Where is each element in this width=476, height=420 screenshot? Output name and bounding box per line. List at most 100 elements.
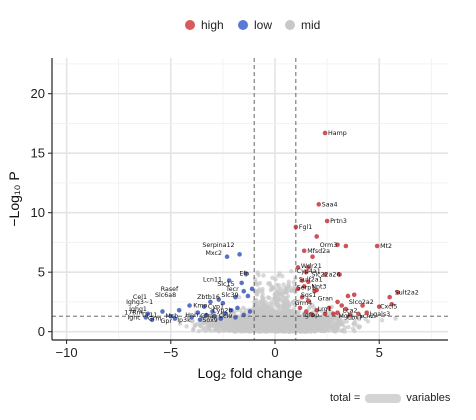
high-point	[324, 218, 330, 224]
mid-point	[256, 301, 262, 306]
mid-point	[261, 326, 266, 332]
mid-point	[276, 283, 281, 288]
mid-point	[261, 309, 266, 314]
legend-swatch-mid	[285, 20, 295, 30]
high-point	[322, 311, 328, 317]
low-point	[201, 304, 207, 309]
mid-point	[220, 320, 226, 325]
high-point	[295, 286, 301, 292]
high-point	[335, 242, 340, 248]
y-tick-label: 10	[31, 205, 45, 220]
high-point	[303, 309, 309, 314]
gene-label: Cel1	[133, 294, 147, 301]
gene-label: Slc6a8	[155, 292, 176, 299]
mid-point	[272, 291, 278, 296]
high-point	[297, 305, 303, 311]
mid-point	[254, 326, 259, 331]
mid-point	[351, 321, 357, 326]
gene-label: Slc22a26	[311, 272, 340, 279]
mid-point	[276, 317, 281, 323]
gene-label: Mcb	[165, 313, 178, 320]
gene-label: Lca2	[343, 307, 358, 314]
mid-point	[215, 328, 221, 333]
high-point	[339, 303, 345, 308]
mid-point	[228, 315, 233, 321]
mid-point	[281, 282, 286, 287]
high-point	[314, 307, 319, 313]
y-tick-label: 20	[31, 86, 45, 101]
high-point	[322, 272, 328, 277]
mid-point	[203, 328, 208, 334]
high-point	[299, 294, 305, 300]
gene-label: Mxc2	[205, 250, 222, 257]
mid-point	[254, 297, 259, 303]
gene-label: Rasef	[161, 286, 179, 293]
mid-point	[252, 322, 258, 327]
high-point	[345, 293, 351, 299]
mid-point	[277, 322, 282, 328]
mid-point	[328, 314, 333, 320]
mid-point	[280, 273, 285, 279]
mid-point	[184, 324, 189, 329]
mid-point	[319, 326, 325, 331]
grid-lines	[52, 58, 448, 340]
mid-point	[346, 324, 351, 330]
mid-point	[289, 309, 294, 314]
low-point	[243, 271, 249, 276]
mid-point	[289, 318, 295, 323]
x-tick-label: 5	[376, 345, 383, 360]
mid-point	[298, 317, 304, 323]
low-point	[239, 280, 244, 286]
mid-point	[284, 303, 289, 308]
gene-label: Lcn2	[359, 313, 374, 320]
mid-point	[248, 326, 253, 332]
mid-point	[302, 329, 307, 334]
mid-point	[267, 304, 272, 309]
low-point	[241, 288, 247, 294]
x-tick-label: −5	[163, 345, 178, 360]
legend-label-mid: mid	[301, 18, 320, 32]
low-point	[224, 254, 230, 260]
gene-label: Gfra	[200, 313, 214, 320]
mid-point	[261, 320, 266, 326]
mid-point	[253, 281, 259, 286]
mid-point	[196, 328, 202, 334]
gene-label: Mgl	[338, 313, 349, 320]
low-point	[160, 309, 165, 314]
gene-label: Cxcl5	[380, 304, 397, 311]
low-point	[168, 313, 174, 319]
low-point	[216, 297, 222, 302]
high-point	[316, 202, 322, 207]
gene-label: Serp1	[297, 285, 315, 292]
gene-label: Cyp2b	[212, 307, 232, 314]
high-point	[314, 234, 319, 239]
high-point	[364, 310, 370, 315]
mid-point	[237, 295, 242, 300]
high-point	[310, 254, 315, 260]
mid-point	[325, 327, 330, 333]
low-point	[149, 317, 155, 323]
mid-point	[291, 287, 297, 292]
mid-point	[264, 316, 269, 321]
low-point	[237, 252, 242, 257]
mid-point	[304, 321, 309, 327]
gene-label: 17Rm	[124, 310, 143, 317]
high-point	[351, 292, 357, 298]
high-point	[306, 279, 311, 284]
gene-label: Wdr21	[301, 263, 322, 270]
high-point	[343, 306, 349, 312]
high-point	[360, 303, 365, 308]
mid-point	[379, 318, 385, 323]
mid-point	[342, 329, 347, 334]
low-point	[210, 309, 215, 314]
mid-point	[257, 323, 263, 328]
mid-point	[260, 286, 265, 292]
mid-point	[270, 275, 275, 280]
mid-point	[352, 328, 357, 334]
mid-point	[258, 317, 263, 322]
gene-label: Sult2a2	[395, 289, 419, 296]
high-point	[335, 310, 340, 315]
low-point	[187, 303, 192, 308]
gene-label: Hnrr	[185, 312, 199, 319]
mid-point	[334, 326, 339, 331]
